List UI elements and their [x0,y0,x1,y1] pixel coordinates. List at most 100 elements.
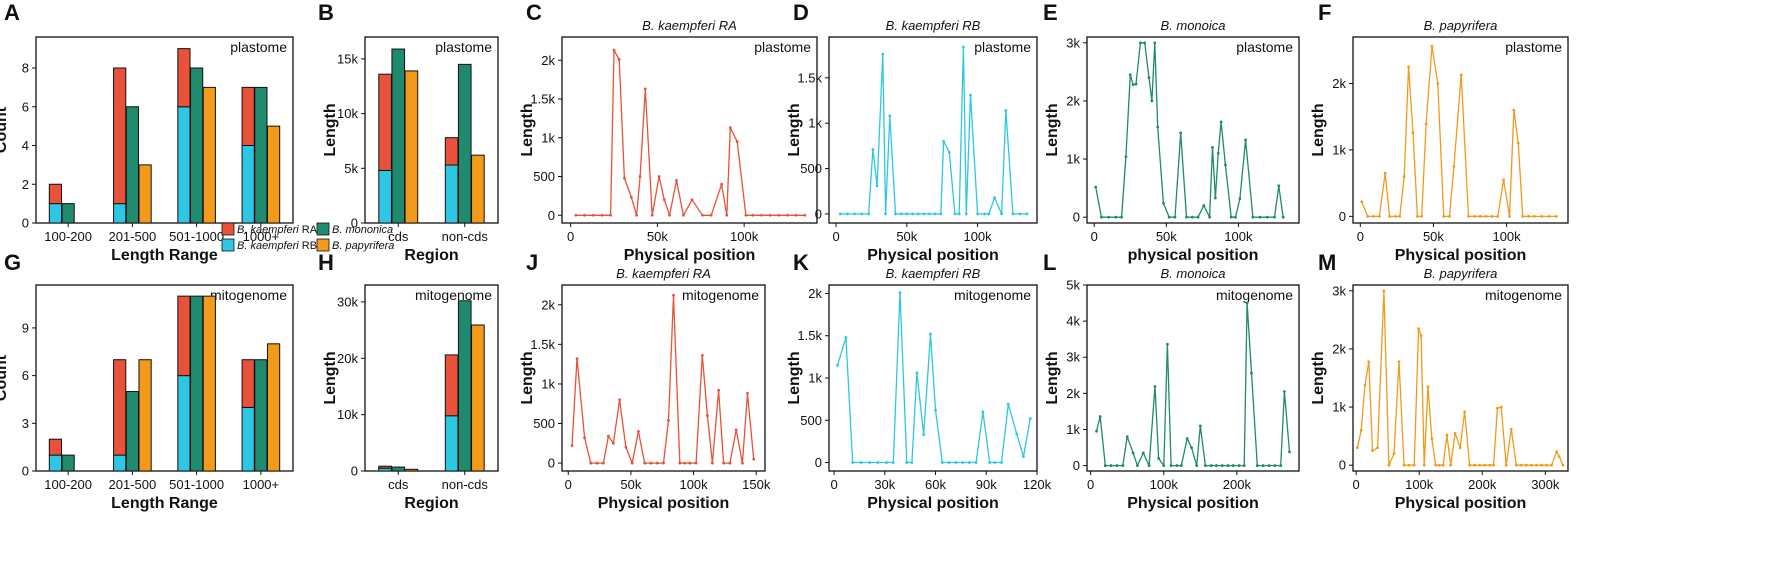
data-point [1147,464,1151,467]
data-point [844,336,848,339]
bar-kaempferi-RA [113,359,127,456]
data-point [987,212,991,216]
x-tick-label: 0 [832,229,839,244]
data-point [1255,464,1259,467]
bar-kaempferi-RB [241,406,255,472]
data-point [717,388,721,392]
data-point [1356,446,1359,450]
x-tick-label: 150k [742,477,771,492]
data-point [1195,464,1199,467]
x-tick-label: 50k [647,229,668,244]
x-tick-label: 50k [1423,229,1444,244]
data-point [1136,464,1139,467]
y-tick-label: 500 [800,161,822,176]
y-axis-label: Length [322,351,339,404]
data-point [1138,41,1142,45]
y-tick-label: 1k [541,376,555,391]
data-point [954,461,958,464]
plot-frame [1086,36,1300,224]
data-point [929,332,932,336]
data-point [1376,446,1379,450]
data-point [961,461,964,464]
series-line [836,291,1031,464]
data-point [1143,41,1147,45]
data-point [1237,464,1241,467]
y-tick-label: 10k [337,407,358,422]
legend-swatch [316,222,330,236]
data-point [611,441,615,445]
y-tick-label: 0 [815,455,822,470]
data-point [1004,109,1008,112]
panel-title: B. kaempferi RB [886,18,981,33]
data-point [734,428,738,432]
x-tick-label: 501-1000 [169,477,224,492]
data-point [947,150,951,154]
data-point [1242,464,1246,467]
data-point [1496,214,1500,218]
y-axis-label: Length [519,351,536,404]
series-line [1356,290,1564,466]
x-axis-label: Physical position [867,495,999,512]
data-point [928,212,931,216]
data-point [635,213,638,217]
x-tick-label: 0 [1091,229,1098,244]
data-point [1281,215,1285,219]
panel-title: B. papyrifera [1424,266,1498,281]
y-tick-label: 0 [351,216,358,231]
data-point [1103,464,1107,467]
data-point [934,408,937,412]
data-point [637,430,640,433]
data-point [1190,215,1194,219]
bar-kaempferi-RB [444,415,459,472]
data-point [657,175,661,178]
data-point [1204,464,1207,467]
y-tick-label: 0 [548,208,555,223]
data-point [1502,178,1506,182]
y-tick-label: 3 [22,416,29,431]
legend: B. kaempferi RA B. mononica B. kaempferi R… [221,222,394,252]
legend-suffix: RB [299,240,317,252]
data-point [1114,215,1118,219]
data-point [1028,417,1032,420]
x-tick-label: 0 [565,477,572,492]
data-point [1363,383,1367,387]
data-point [1467,214,1470,218]
y-tick-label: 0 [1339,209,1346,224]
legend-species: B. mononica [332,224,393,236]
data-point [898,291,902,295]
data-point [1366,214,1370,218]
data-point [1166,342,1169,346]
legend-species: B. kaempferi [237,240,299,252]
x-axis-label: physical position [1128,247,1259,264]
data-point [744,213,748,217]
data-point [1555,450,1559,454]
y-tick-label: 4 [22,138,29,153]
data-point [709,213,713,217]
data-point [1196,215,1200,219]
data-point [1527,214,1530,218]
legend-species: B. papyrifera [332,240,394,252]
data-point [947,461,951,464]
y-tick-label: 2 [22,177,29,192]
panel-corner-label: plastome [1505,39,1562,55]
data-point [803,213,807,217]
data-point [1213,196,1217,200]
data-point [668,213,671,217]
data-point [1173,215,1177,219]
x-tick-label: 501-1000 [169,229,224,244]
plot-frame [35,284,294,472]
data-point [741,461,744,465]
data-point [700,354,704,357]
data-point [1131,451,1135,455]
data-point [1220,464,1224,467]
plot-frame [828,36,1038,224]
bar-kaempferi-RB [241,145,255,224]
data-point [1179,131,1183,135]
data-point [1452,165,1456,168]
data-point [720,182,723,186]
x-tick-label: 201-500 [109,477,157,492]
data-point [1265,215,1269,219]
panel-label: K [793,250,809,275]
